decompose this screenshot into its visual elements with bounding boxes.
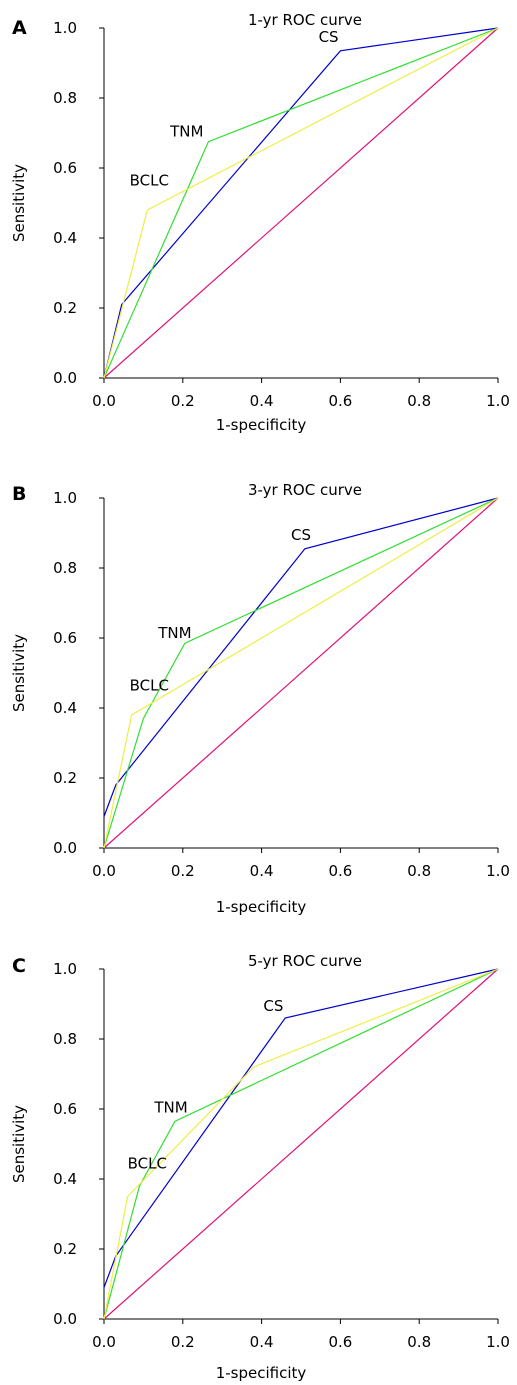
series-line-tnm	[103, 27, 499, 379]
x-tick-label: 0.6	[328, 1333, 352, 1351]
curve-label-cs: CS	[319, 28, 339, 46]
y-tick-label: 1.0	[53, 960, 77, 978]
chart-title: 1-yr ROC curve	[248, 11, 362, 29]
reference-diagonal-line	[103, 968, 499, 1320]
y-tick-label: 1.0	[53, 489, 77, 507]
y-axis-title: Sensitivity	[10, 164, 28, 242]
x-axis-title: 1-specificity	[216, 416, 307, 434]
y-tick-label: 0.8	[53, 1030, 77, 1048]
x-tick-label: 0.6	[328, 392, 352, 410]
reference-diagonal-line	[103, 497, 499, 849]
panel-letter: A	[12, 17, 27, 39]
x-tick-label: 0.0	[92, 392, 116, 410]
y-tick-label: 1.0	[53, 19, 77, 37]
x-tick-label: 0.2	[171, 862, 195, 880]
curve-label-tnm: TNM	[153, 1099, 187, 1117]
x-tick-label: 0.4	[250, 1333, 274, 1351]
y-tick-label: 0.6	[53, 629, 77, 647]
x-axis-title: 1-specificity	[216, 1364, 307, 1382]
chart-panel-a: 0.0 0.2 0.4 0.6 0.8 1.0 0.0 0.2 0.4 0.6 0.8 1.0 1-yr…	[10, 11, 510, 434]
x-tick-label: 0.8	[407, 862, 431, 880]
x-tick-label: 1.0	[486, 392, 510, 410]
y-tick-label: 0.8	[53, 89, 77, 107]
x-axis-title: 1-specificity	[216, 898, 307, 916]
panel-b: B 0.0 0.2 0.4 0.6 0.8 1.0 0.0 0.2 0.4 0.6 0.8 1.0 3-…	[10, 481, 510, 916]
y-tick-label: 0.2	[53, 299, 77, 317]
curve-label-cs: CS	[291, 526, 311, 544]
chart-panel-c: 0.0 0.2 0.4 0.6 0.8 1.0 0.0 0.2 0.4 0.6 0.8 1.0 5-yr…	[10, 952, 510, 1382]
curve-label-bclc: BCLC	[130, 172, 169, 190]
series-line-bclc	[103, 968, 499, 1320]
x-tick-label: 0.4	[250, 862, 274, 880]
y-tick-label: 0.4	[53, 699, 77, 717]
curve-label-bclc: BCLC	[130, 677, 169, 695]
panel-letter: C	[12, 955, 26, 977]
series-line-tnm	[103, 968, 499, 1320]
reference-diagonal-line	[103, 27, 499, 379]
curve-label-cs: CS	[263, 997, 283, 1015]
y-tick-label: 0.0	[53, 1310, 77, 1328]
y-tick-label: 0.0	[53, 369, 77, 387]
chart-title: 5-yr ROC curve	[248, 952, 362, 970]
curve-label-tnm: TNM	[157, 624, 191, 642]
curve-label-bclc: BCLC	[128, 1155, 167, 1173]
x-tick-label: 0.8	[407, 1333, 431, 1351]
x-tick-label: 0.0	[92, 862, 116, 880]
series-line-bclc	[103, 27, 499, 379]
series-line-cs	[103, 497, 499, 817]
curve-label-tnm: TNM	[169, 123, 203, 141]
y-tick-label: 0.2	[53, 1240, 77, 1258]
y-tick-label: 0.6	[53, 1100, 77, 1118]
y-tick-label: 0.0	[53, 839, 77, 857]
y-axis-title: Sensitivity	[10, 634, 28, 712]
panel-letter: B	[12, 483, 26, 505]
x-tick-label: 0.0	[92, 1333, 116, 1351]
x-tick-label: 0.2	[171, 392, 195, 410]
y-tick-label: 0.2	[53, 769, 77, 787]
x-tick-label: 0.8	[407, 392, 431, 410]
y-tick-label: 0.4	[53, 229, 77, 247]
x-tick-label: 0.2	[171, 1333, 195, 1351]
series-line-tnm	[103, 497, 499, 849]
y-tick-label: 0.4	[53, 1170, 77, 1188]
series-line-bclc	[103, 497, 499, 849]
y-tick-label: 0.8	[53, 559, 77, 577]
x-tick-label: 0.6	[328, 862, 352, 880]
y-tick-label: 0.6	[53, 159, 77, 177]
series-line-cs	[103, 968, 499, 1288]
panel-a: A 0.0 0.2 0.4 0.6 0.8 1.0 0.0 0.2 0.4 0.6 0.8 1.0 1-…	[10, 11, 510, 434]
chart-title: 3-yr ROC curve	[248, 481, 362, 499]
x-tick-label: 0.4	[250, 392, 274, 410]
series-line-cs	[103, 27, 499, 379]
panel-c: C 0.0 0.2 0.4 0.6 0.8 1.0 0.0 0.2 0.4 0.6 0.8 1.0 5-…	[10, 952, 510, 1382]
y-axis-title: Sensitivity	[10, 1105, 28, 1183]
x-tick-label: 1.0	[486, 862, 510, 880]
x-tick-label: 1.0	[486, 1333, 510, 1351]
chart-panel-b: 0.0 0.2 0.4 0.6 0.8 1.0 0.0 0.2 0.4 0.6 0.8 1.0 3-yr…	[10, 481, 510, 916]
